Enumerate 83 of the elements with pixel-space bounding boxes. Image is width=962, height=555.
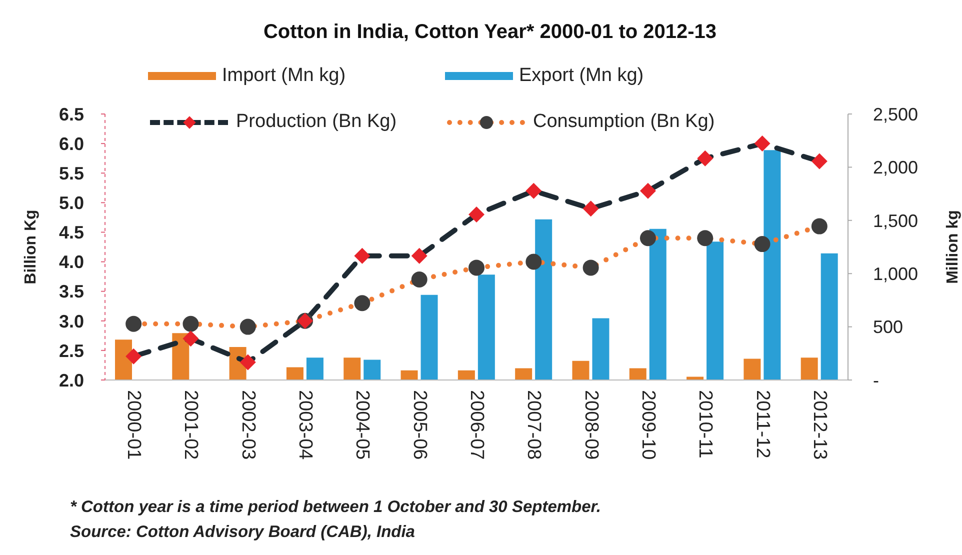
point	[126, 348, 142, 364]
point	[811, 218, 828, 234]
x-tick-label: 2003-04	[294, 390, 316, 460]
bar	[344, 358, 361, 380]
bar	[400, 370, 418, 380]
bar	[172, 333, 190, 380]
point	[411, 272, 428, 288]
legend-label: Production (Bn Kg)	[236, 111, 397, 133]
bar	[535, 219, 552, 380]
bar	[744, 358, 761, 380]
bar	[592, 318, 610, 380]
y-tick-label: 6.5	[58, 104, 84, 124]
point	[182, 330, 199, 347]
x-tick-label: 2012-13	[808, 390, 830, 460]
bar	[800, 358, 818, 380]
y-tick-label: 5.5	[58, 164, 84, 184]
legend-label: Consumption (Bn Kg)	[533, 111, 715, 133]
y-tick-label: 3.0	[58, 311, 84, 332]
y2-tick-label: 1,500	[873, 210, 918, 231]
x-tick-label: 2008-09	[580, 390, 602, 460]
text: * Cotton year is a time period between 1 October and 30 September.	[70, 498, 601, 517]
y-tick-label: 4.5	[58, 222, 84, 243]
x-tick-label: 2011-12	[752, 390, 773, 458]
x-tick-label: 2006-07	[466, 390, 487, 460]
x-tick-label: 2005-06	[408, 390, 430, 460]
bar	[364, 360, 381, 380]
bar	[629, 368, 646, 380]
y2-tick-label: 1,000	[873, 264, 918, 284]
point	[126, 316, 142, 332]
point	[582, 260, 599, 276]
point	[697, 230, 714, 246]
point	[468, 260, 484, 276]
point	[754, 236, 770, 252]
bar	[306, 358, 324, 380]
point	[640, 182, 656, 199]
bar	[706, 242, 724, 380]
bar	[764, 150, 781, 380]
x-tick-label: 2009-10	[637, 390, 658, 460]
y-axis-title: Billion Kg	[22, 210, 40, 284]
x-tick-label: 2002-03	[237, 390, 258, 460]
legend-label: Export (Mn kg)	[519, 65, 644, 87]
y2-tick-label: 500	[873, 317, 904, 338]
point	[697, 150, 714, 166]
x-tick-label: 2010-11	[694, 390, 716, 458]
point	[582, 200, 599, 217]
x-tick-label: 2004-05	[352, 390, 373, 460]
chart-title: Cotton in India, Cotton Year* 2000-01 to 2012-13	[262, 21, 718, 44]
point	[754, 136, 770, 152]
bar	[115, 340, 132, 380]
bar	[649, 228, 666, 380]
y-tick-label: 3.5	[58, 282, 84, 302]
point	[640, 230, 656, 246]
point	[526, 254, 542, 270]
point	[811, 153, 828, 170]
y-tick-label: 2.0	[58, 370, 84, 390]
point	[240, 354, 256, 370]
point	[182, 316, 199, 332]
y-tick-label: 2.5	[58, 340, 84, 361]
y-tick-label: 4.0	[58, 252, 84, 272]
source-note: Source: Cotton Advisory Board (CAB), India	[70, 523, 415, 542]
point	[240, 318, 256, 335]
x-tick-label: 2000-01	[123, 390, 144, 460]
legend-label: Import (Mn kg)	[222, 65, 346, 87]
bar	[420, 294, 438, 380]
x-tick-label: 2007-08	[523, 390, 544, 460]
y2-tick-label: 2,500	[873, 104, 918, 124]
bar	[458, 370, 475, 380]
bar	[572, 360, 590, 380]
point	[526, 182, 542, 199]
bar	[286, 367, 304, 380]
bar	[478, 274, 495, 380]
point	[354, 248, 370, 264]
x-tick-label: 2001-02	[180, 390, 202, 460]
y2-tick-label: 2,000	[873, 158, 918, 178]
y2-tick-label: -	[873, 370, 879, 390]
bar	[515, 368, 532, 380]
y2-axis-title: Million kg	[944, 210, 962, 284]
point	[468, 206, 484, 222]
y-tick-label: 5.0	[58, 193, 84, 214]
point	[354, 295, 370, 312]
y-tick-label: 6.0	[58, 134, 84, 154]
point	[411, 248, 428, 264]
bar	[820, 253, 838, 380]
